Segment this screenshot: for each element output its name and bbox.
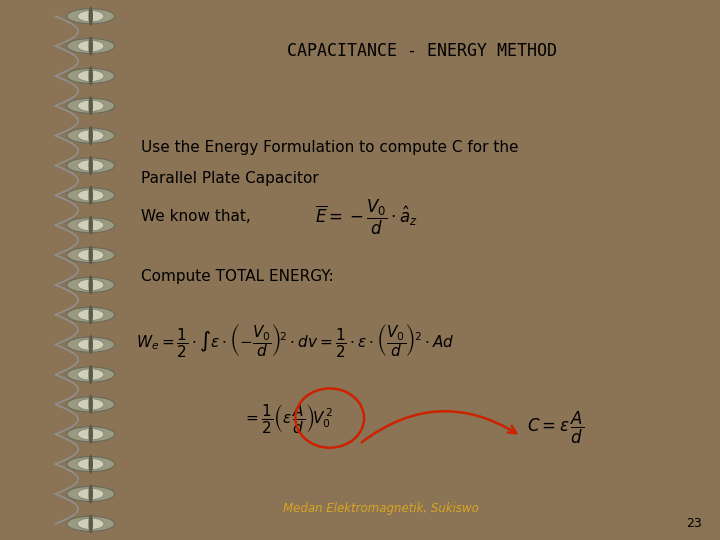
Circle shape — [89, 514, 93, 534]
Circle shape — [89, 186, 93, 205]
Circle shape — [89, 305, 93, 325]
Ellipse shape — [78, 309, 104, 320]
Ellipse shape — [78, 399, 104, 410]
Ellipse shape — [78, 429, 104, 440]
Ellipse shape — [78, 70, 104, 82]
Ellipse shape — [67, 397, 114, 412]
Ellipse shape — [67, 307, 114, 322]
Ellipse shape — [67, 38, 114, 53]
Ellipse shape — [67, 9, 114, 24]
Ellipse shape — [78, 279, 104, 291]
Circle shape — [89, 215, 93, 235]
Ellipse shape — [78, 488, 104, 500]
Circle shape — [89, 454, 93, 474]
Text: Parallel Plate Capacitor: Parallel Plate Capacitor — [141, 171, 319, 186]
Ellipse shape — [78, 11, 104, 22]
Circle shape — [89, 395, 93, 414]
Circle shape — [89, 484, 93, 504]
Ellipse shape — [78, 518, 104, 529]
Text: Medan Elektromagnetik, Sukiswo: Medan Elektromagnetik, Sukiswo — [282, 502, 479, 515]
Text: $= \dfrac{1}{2}\left(\varepsilon\,\dfrac{A}{d}\right)\!V_0^{\,2}$: $= \dfrac{1}{2}\left(\varepsilon\,\dfrac… — [243, 402, 333, 435]
Ellipse shape — [67, 367, 114, 382]
Text: $\overline{E} = -\dfrac{V_0}{d} \cdot \hat{a}_z$: $\overline{E} = -\dfrac{V_0}{d} \cdot \h… — [315, 197, 418, 237]
Ellipse shape — [78, 220, 104, 231]
Text: $C = \varepsilon\,\dfrac{A}{d}$: $C = \varepsilon\,\dfrac{A}{d}$ — [527, 410, 584, 447]
Circle shape — [89, 6, 93, 26]
Ellipse shape — [67, 188, 114, 203]
Text: We know that,: We know that, — [141, 210, 251, 225]
Text: 23: 23 — [686, 517, 702, 530]
Ellipse shape — [67, 69, 114, 84]
Ellipse shape — [78, 458, 104, 470]
Circle shape — [89, 36, 93, 56]
Ellipse shape — [67, 128, 114, 143]
Text: $W_e = \dfrac{1}{2} \cdot \int \varepsilon \cdot \left(-\dfrac{V_0}{d}\right)^{\: $W_e = \dfrac{1}{2} \cdot \int \varepsil… — [135, 322, 454, 359]
Circle shape — [89, 335, 93, 354]
Circle shape — [89, 365, 93, 384]
Ellipse shape — [78, 160, 104, 171]
Text: CAPACITANCE - ENERGY METHOD: CAPACITANCE - ENERGY METHOD — [287, 42, 557, 59]
Ellipse shape — [67, 487, 114, 502]
Ellipse shape — [78, 339, 104, 350]
Ellipse shape — [78, 100, 104, 111]
Circle shape — [89, 96, 93, 116]
Ellipse shape — [67, 158, 114, 173]
Ellipse shape — [78, 369, 104, 380]
Ellipse shape — [78, 40, 104, 52]
Circle shape — [89, 126, 93, 145]
Text: Use the Energy Formulation to compute C for the: Use the Energy Formulation to compute C … — [141, 140, 519, 154]
Ellipse shape — [67, 278, 114, 293]
Ellipse shape — [67, 337, 114, 352]
Ellipse shape — [78, 130, 104, 141]
Circle shape — [89, 424, 93, 444]
Ellipse shape — [67, 427, 114, 442]
Ellipse shape — [67, 98, 114, 113]
Circle shape — [89, 245, 93, 265]
Ellipse shape — [78, 190, 104, 201]
Ellipse shape — [67, 516, 114, 531]
Ellipse shape — [67, 456, 114, 471]
Circle shape — [89, 156, 93, 175]
Circle shape — [89, 275, 93, 295]
FancyArrowPatch shape — [362, 411, 516, 442]
Ellipse shape — [67, 218, 114, 233]
Circle shape — [89, 66, 93, 86]
Text: Compute TOTAL ENERGY:: Compute TOTAL ENERGY: — [141, 268, 334, 284]
Ellipse shape — [78, 249, 104, 261]
Ellipse shape — [67, 247, 114, 262]
